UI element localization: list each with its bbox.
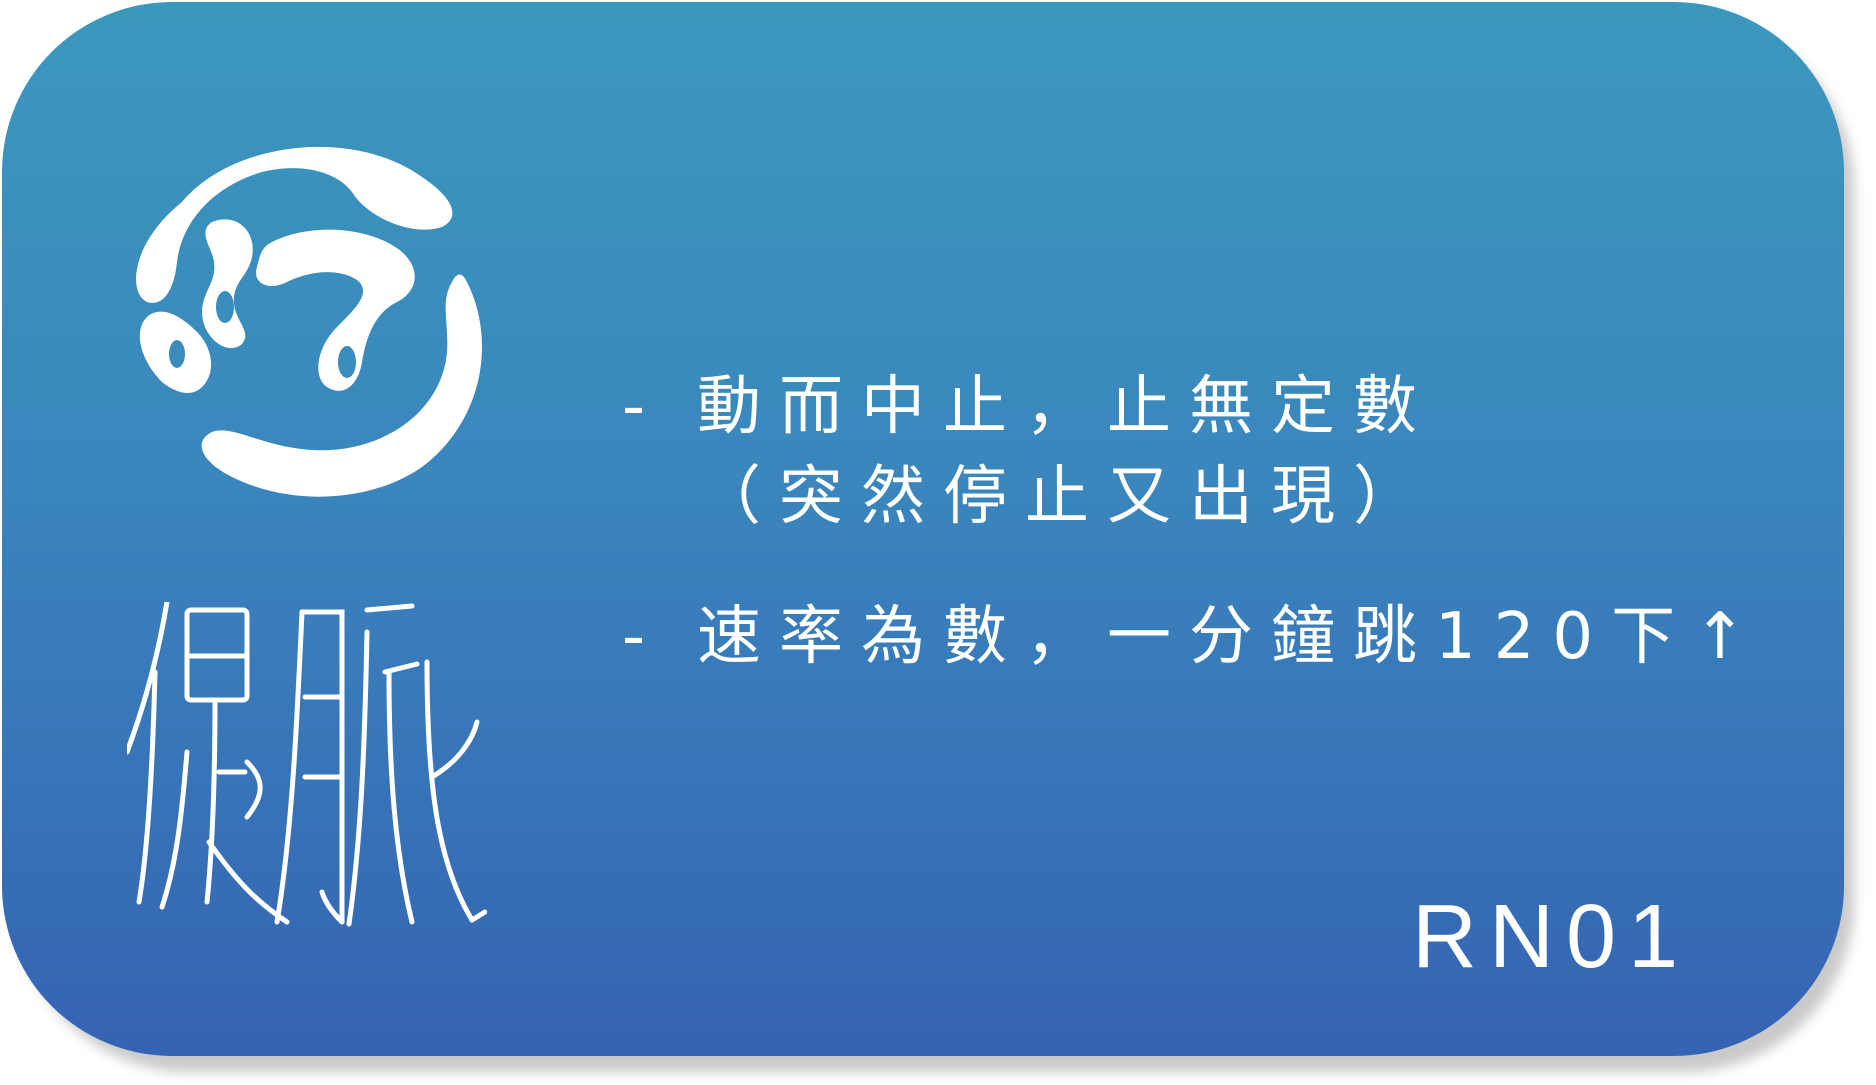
list-item: - 動而中止，止無定數: [622, 362, 1772, 452]
item-text: 速率為數，一分鐘跳120下↑: [697, 600, 1765, 674]
list-item-subline: （突然停止又出現）: [622, 452, 1772, 542]
card-code: RN01: [1412, 887, 1691, 987]
description-list: - 動而中止，止無定數 （突然停止又出現） - 速率為數，一分鐘跳120下↑: [622, 362, 1772, 682]
bullet-dash: -: [622, 600, 646, 674]
pulse-card: - 動而中止，止無定數 （突然停止又出現） - 速率為數，一分鐘跳120下↑ RN0…: [2, 2, 1844, 1056]
bullet-dash: -: [622, 370, 646, 444]
list-item: - 速率為數，一分鐘跳120下↑: [622, 592, 1772, 682]
item-text: 動而中止，止無定數: [697, 370, 1435, 444]
triple-swirl-circle-logo: [136, 146, 482, 497]
item-text: （突然停止又出現）: [697, 460, 1435, 534]
title-calligraphy: [127, 602, 487, 927]
